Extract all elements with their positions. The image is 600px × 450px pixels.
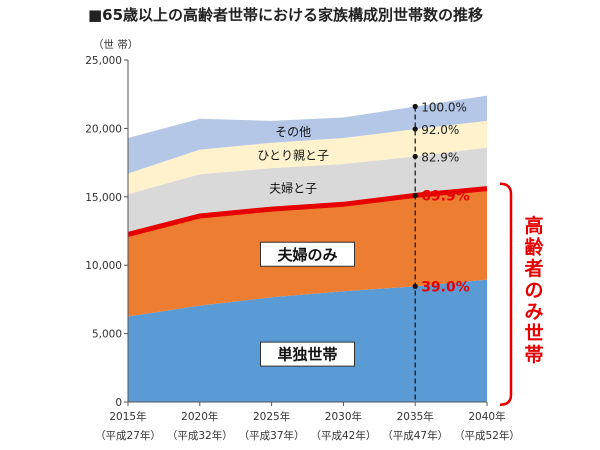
percent-label: 39.0% — [421, 279, 470, 295]
axes: 0 5,000 10,000 15,000 20,000 25,000 2015年 （平成27… — [85, 55, 520, 442]
chart-title: ■65歳以上の高齢者世帯における家族構成別世帯数の推移 — [88, 6, 483, 24]
x-tick-label-year: 2020年 — [181, 410, 218, 423]
band-label-couple_child: 夫婦と子 — [269, 181, 317, 196]
bracket-line — [499, 182, 513, 406]
side-label-char: 帯 — [524, 343, 543, 366]
side-label-char: 齢 — [524, 236, 544, 259]
marker-dot — [412, 126, 418, 132]
area-single — [128, 279, 487, 402]
x-tick-label-year: 2015年 — [109, 410, 146, 423]
band-label-single_parent: ひとり親と子 — [257, 148, 329, 162]
y-axis-unit: （世 帯） — [93, 38, 138, 51]
y-tick-label: 20,000 — [85, 123, 122, 135]
side-label-char: 世 — [524, 323, 543, 345]
x-tick-label-year: 2030年 — [325, 410, 362, 423]
band-label-box-couple — [260, 241, 355, 267]
y-tick-label: 0 — [115, 397, 122, 409]
x-tick-label-era: （平成27年） — [95, 429, 161, 442]
band-label-couple: 夫婦のみ — [277, 246, 337, 264]
band-label-other: その他 — [275, 125, 311, 139]
x-tick-label-year: 2035年 — [397, 410, 434, 423]
side-label-char: 高 — [524, 214, 543, 237]
band-label-single: 単独世帯 — [277, 346, 337, 364]
couple-only-boundary — [127, 186, 488, 237]
side-label-char: の — [524, 280, 543, 302]
side-label-char: 者 — [524, 258, 543, 280]
area-single_parent — [128, 120, 487, 195]
percent-label: 69.9% — [421, 188, 470, 204]
x-tick-label-year: 2040年 — [468, 410, 505, 423]
x-tick-label-year: 2025年 — [253, 410, 290, 423]
side-label-char: み — [524, 301, 543, 323]
band-label-box-single — [260, 341, 355, 367]
y-tick-label: 25,000 — [85, 55, 122, 67]
x-tick-label-era: （平成37年） — [239, 429, 305, 442]
percent-label: 82.9% — [421, 150, 459, 164]
marker-dot — [412, 153, 418, 160]
y-tick-label: 5,000 — [92, 329, 122, 341]
percent-label: 92.0% — [421, 123, 459, 137]
marker-2035: 100.0% 92.0% 82.9% 69.9% 39.0% — [412, 101, 470, 402]
marker-dot — [412, 192, 418, 199]
x-tick-label-era: （平成42年） — [310, 429, 376, 442]
y-tick-label: 10,000 — [85, 260, 122, 272]
couple-only-red-line — [127, 186, 488, 237]
x-tick-label-era: （平成52年） — [454, 429, 520, 442]
marker-dot — [412, 283, 418, 290]
x-tick-label-era: （平成47年） — [382, 429, 448, 442]
marker-dot — [412, 103, 418, 110]
y-tick-label: 15,000 — [85, 192, 122, 204]
area-other — [128, 95, 487, 174]
x-tick-label-era: （平成32年） — [167, 429, 233, 442]
percent-label: 100.0% — [421, 101, 467, 115]
